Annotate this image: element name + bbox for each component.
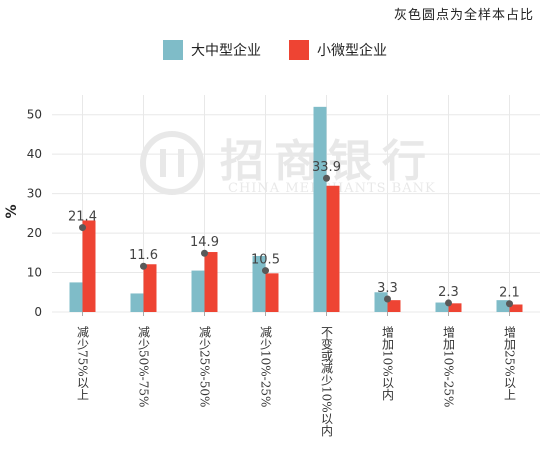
bar-large-medium — [496, 300, 510, 312]
y-tick-label: 20 — [27, 226, 42, 240]
overall-data-label: 33.9 — [312, 160, 341, 175]
chart-note: 灰色圆点为全样本占比 — [393, 8, 534, 23]
x-tick-label: 增加25%以上 — [502, 326, 517, 401]
x-tick-label: 减少25%-50% — [197, 326, 212, 408]
bar-large-medium — [374, 292, 388, 312]
overall-dot — [201, 249, 208, 257]
bar-small-micro — [265, 273, 279, 312]
bar-small-micro — [326, 185, 340, 312]
legend-item-small-micro: 小微型企业 — [289, 40, 387, 60]
bar-large-medium — [313, 106, 327, 312]
bar-small-micro — [448, 303, 462, 312]
y-axis-label: % — [4, 204, 20, 218]
x-tick-label: 减少75%以上 — [75, 326, 90, 401]
bar-small-micro — [509, 304, 523, 312]
x-tick-label: 增加10%以内 — [380, 326, 395, 401]
overall-data-label: 11.6 — [129, 248, 158, 263]
y-tick-label: 50 — [27, 108, 42, 122]
y-tick-label: 0 — [34, 305, 42, 319]
bar-small-micro — [204, 252, 218, 312]
overall-data-label: 2.1 — [499, 286, 520, 301]
bar-large-medium — [130, 293, 144, 312]
overall-dot — [262, 267, 269, 275]
overall-data-label: 14.9 — [190, 235, 219, 250]
legend-swatch-large-medium — [163, 40, 183, 60]
bar-small-micro — [143, 264, 157, 312]
legend: 大中型企业 小微型企业 — [0, 40, 550, 60]
x-tick-label: 增加10%-25% — [441, 326, 456, 408]
bar-small-micro — [387, 300, 401, 312]
overall-data-label: 2.3 — [438, 285, 459, 300]
overall-data-label: 21.4 — [68, 210, 97, 225]
overall-data-label: 3.3 — [377, 281, 398, 296]
legend-label-small-micro: 小微型企业 — [317, 43, 387, 59]
overall-dot — [384, 295, 391, 303]
y-tick-label: 10 — [27, 266, 42, 280]
overall-dot — [323, 174, 330, 182]
bar-large-medium — [191, 270, 205, 312]
y-tick-label: 40 — [27, 147, 42, 161]
bar-large-medium — [435, 302, 449, 312]
legend-swatch-small-micro — [289, 40, 309, 60]
overall-data-label: 10.5 — [251, 253, 280, 268]
x-tick-label: 减少10%-25% — [258, 326, 273, 408]
y-tick-label: 30 — [27, 187, 42, 201]
bar-large-medium — [69, 282, 83, 312]
legend-item-large-medium: 大中型企业 — [163, 40, 261, 60]
bar-small-micro — [82, 220, 96, 312]
overall-dot — [506, 300, 513, 308]
x-tick-label: 不变或减少10%以内 — [319, 326, 334, 437]
legend-label-large-medium: 大中型企业 — [191, 43, 261, 59]
overall-dot — [79, 224, 86, 232]
overall-dot — [445, 299, 452, 307]
overall-dot — [140, 262, 147, 270]
x-tick-label: 减少50%-75% — [136, 326, 151, 408]
